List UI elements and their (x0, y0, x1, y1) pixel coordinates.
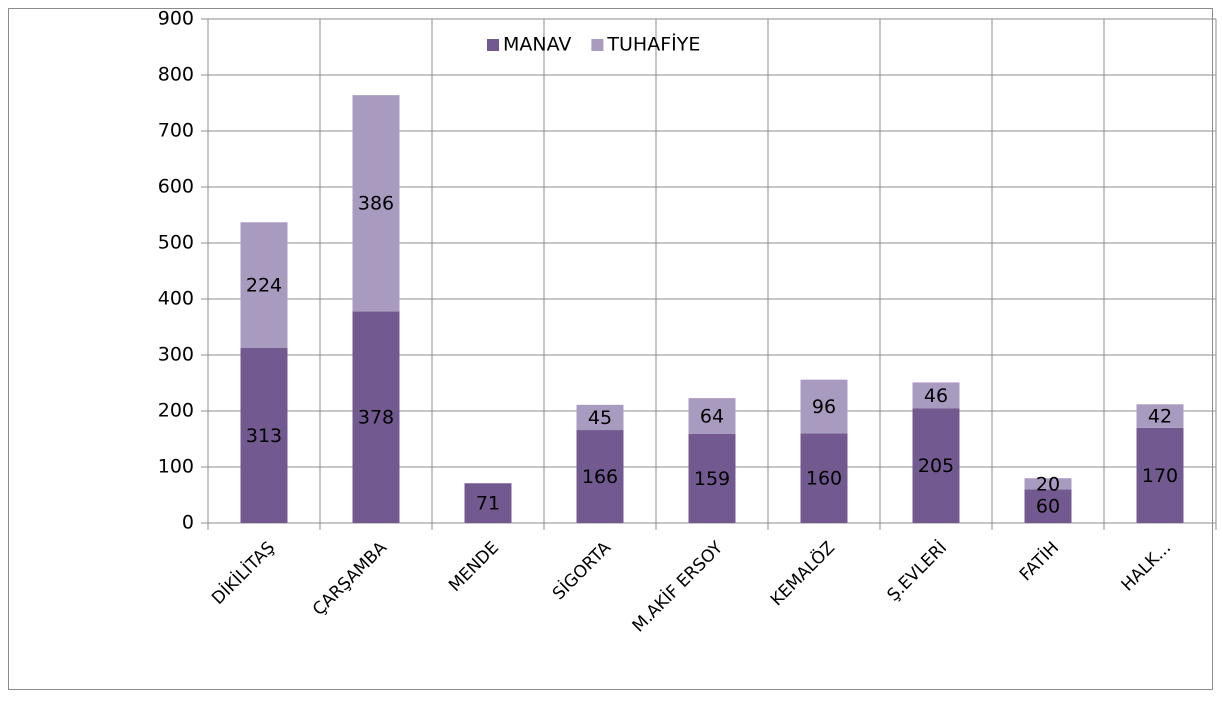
data-label: 160 (806, 468, 842, 490)
bar-segment (688, 398, 736, 434)
data-label: 20 (1036, 473, 1060, 495)
bar-segment (1024, 489, 1072, 523)
legend-label: TUHAFİYE (606, 33, 700, 56)
data-label: 46 (924, 385, 948, 407)
y-tick-label: 200 (158, 400, 194, 422)
legend-label: MANAV (503, 34, 571, 56)
bar-segment (1136, 427, 1184, 523)
data-label: 64 (700, 406, 724, 428)
bar-segment (1024, 478, 1072, 490)
data-label: 60 (1036, 496, 1060, 518)
data-label: 224 (246, 275, 282, 297)
data-label: 96 (812, 396, 836, 418)
bar-segment (352, 311, 400, 523)
legend-swatch (591, 39, 604, 51)
data-label: 313 (246, 425, 282, 447)
bar-segment (240, 222, 288, 348)
data-label: 205 (918, 455, 954, 477)
legend-swatch (487, 39, 499, 51)
y-tick-label: 300 (158, 344, 194, 366)
data-label: 170 (1142, 465, 1178, 487)
bar-segment (1136, 404, 1184, 428)
y-tick-label: 500 (158, 232, 194, 254)
y-tick-label: 900 (158, 8, 194, 30)
data-label: 71 (476, 493, 500, 515)
bar-segment (912, 382, 960, 409)
bar-segment (800, 433, 848, 523)
data-label: 159 (694, 468, 730, 490)
bar-segment (576, 430, 624, 523)
chart-border (8, 8, 1213, 690)
y-tick-label: 0 (182, 512, 194, 534)
data-label: 42 (1148, 406, 1172, 428)
data-label: 45 (588, 407, 612, 429)
y-tick-label: 100 (158, 456, 194, 478)
bar-segment (912, 408, 960, 523)
bar-segment (240, 347, 288, 523)
y-tick-label: 700 (158, 120, 194, 142)
bar-segment (576, 404, 624, 431)
bar-segment (800, 379, 848, 434)
data-label: 378 (358, 407, 394, 429)
bar-segment (352, 95, 400, 312)
y-tick-label: 600 (158, 176, 194, 198)
data-label: 166 (582, 466, 618, 488)
y-tick-label: 800 (158, 64, 194, 86)
bar-segment (464, 483, 512, 523)
data-label: 386 (358, 193, 394, 215)
y-tick-label: 400 (158, 288, 194, 310)
bar-segment (688, 433, 736, 523)
